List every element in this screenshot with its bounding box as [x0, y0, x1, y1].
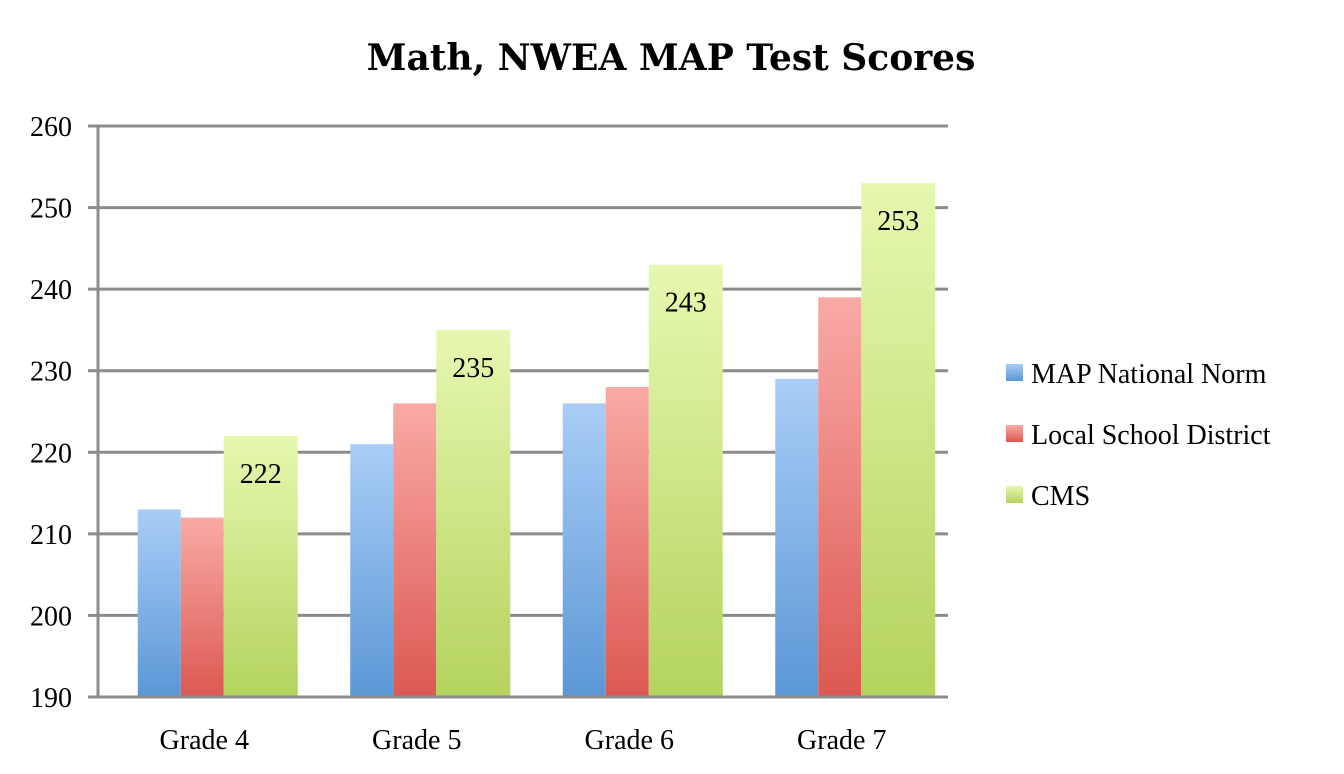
y-tick-label: 240: [30, 275, 72, 306]
legend-swatch: [1006, 364, 1023, 381]
x-tick-label: Grade 7: [797, 725, 886, 756]
data-label: 243: [665, 288, 707, 319]
chart-title: Math, NWEA MAP Test Scores: [367, 37, 976, 79]
bar-map-national-norm: [775, 378, 819, 697]
bar-local-school-district: [393, 403, 437, 697]
x-axis: Grade 4 Grade 5 Grade 6 Grade 7: [98, 695, 948, 756]
y-tick-label: 260: [30, 112, 72, 143]
y-tick-label: 200: [30, 601, 72, 632]
bars: [137, 183, 936, 698]
y-tick-label: 250: [30, 194, 72, 225]
bar-local-school-district: [180, 517, 224, 697]
legend-label: Local School District: [1031, 420, 1271, 451]
legend-swatch: [1006, 425, 1023, 442]
data-label: 253: [877, 206, 919, 237]
bar-cms: [223, 435, 298, 697]
legend-label: MAP National Norm: [1031, 359, 1267, 390]
legend: MAP National Norm Local School District CM…: [1006, 359, 1271, 512]
y-axis: 190 200 210 220 230 240 250 260: [30, 112, 100, 714]
bar-map-national-norm: [350, 444, 394, 697]
legend-label: CMS: [1031, 481, 1090, 512]
y-tick-label: 190: [30, 683, 72, 714]
bar-cms: [861, 183, 936, 698]
bar-local-school-district: [818, 297, 862, 697]
bar-cms: [436, 329, 511, 697]
x-tick-label: Grade 5: [372, 725, 461, 756]
bar-local-school-district: [605, 387, 649, 697]
data-label: 222: [240, 459, 282, 490]
bar-cms: [648, 264, 723, 697]
x-tick-label: Grade 4: [160, 725, 249, 756]
x-tick-label: Grade 6: [585, 725, 674, 756]
y-tick-label: 220: [30, 438, 72, 469]
y-tick-label: 230: [30, 357, 72, 388]
bar-map-national-norm: [137, 509, 181, 697]
bar-map-national-norm: [562, 403, 606, 697]
data-labels: 222 235 243 253: [240, 206, 920, 490]
data-label: 235: [452, 353, 494, 384]
legend-swatch: [1006, 486, 1023, 503]
y-tick-label: 210: [30, 520, 72, 551]
